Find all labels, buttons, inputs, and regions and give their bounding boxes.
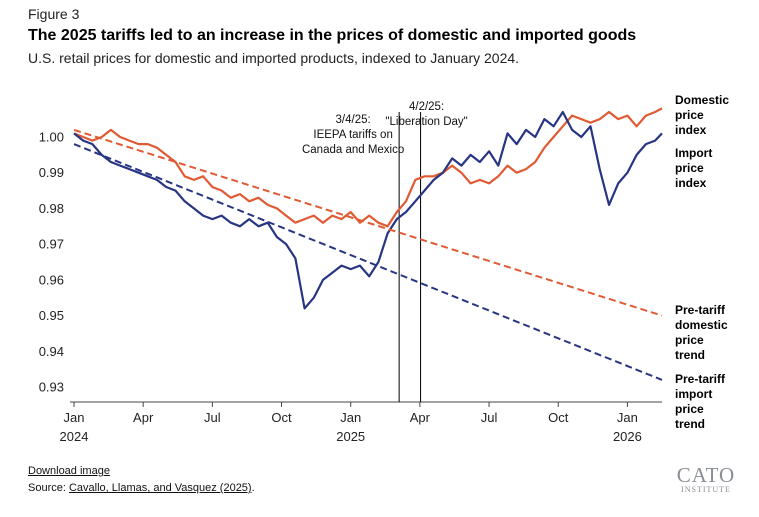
series-label: trend bbox=[675, 417, 705, 431]
source-prefix: Source: bbox=[28, 482, 69, 494]
cato-logo: CATO INSTITUTE bbox=[676, 463, 736, 495]
series-label: index bbox=[675, 123, 707, 137]
y-tick-label: 0.96 bbox=[39, 272, 64, 287]
x-tick-label: Apr bbox=[410, 410, 431, 425]
series-label: index bbox=[675, 176, 707, 190]
series-label: Pre-tariff bbox=[675, 303, 726, 317]
source-link[interactable]: Cavallo, Llamas, and Vasquez (2025) bbox=[68, 482, 252, 494]
series-label: domestic bbox=[675, 318, 728, 332]
series-label: price bbox=[675, 333, 704, 347]
x-tick-year: 2024 bbox=[60, 429, 89, 444]
x-tick-label: Apr bbox=[133, 410, 154, 425]
trend-line bbox=[73, 128, 663, 317]
x-tick-label: Jul bbox=[481, 410, 498, 425]
logo-wordmark: CATO bbox=[676, 463, 736, 487]
chart-title: The 2025 tariffs led to an increase in t… bbox=[28, 27, 637, 44]
y-tick-label: 0.95 bbox=[39, 308, 64, 323]
y-tick-label: 0.98 bbox=[39, 201, 64, 216]
event-annotation: IEEPA tariffs on bbox=[313, 129, 392, 141]
x-tick-year: 2026 bbox=[613, 429, 642, 444]
x-tick-label: Jan bbox=[64, 410, 85, 425]
logo-subtext: INSTITUTE bbox=[681, 485, 731, 494]
x-tick-label: Jul bbox=[204, 410, 221, 425]
series-line bbox=[73, 107, 663, 228]
trend-line bbox=[73, 143, 663, 381]
download-image-link[interactable]: Download image bbox=[28, 465, 110, 477]
x-tick-year: 2025 bbox=[336, 429, 365, 444]
chart-subtitle: U.S. retail prices for domestic and impo… bbox=[28, 50, 520, 66]
series-label: trend bbox=[675, 348, 705, 362]
source-note: Source: Cavallo, Llamas, and Vasquez (20… bbox=[28, 482, 255, 494]
x-tick-label: Jan bbox=[617, 410, 638, 425]
source-suffix: . bbox=[251, 482, 255, 494]
y-tick-label: 0.97 bbox=[39, 237, 64, 252]
series-label: import bbox=[675, 387, 712, 401]
event-annotation: "Liberation Day" bbox=[385, 116, 467, 128]
figure-label: Figure 3 bbox=[28, 6, 80, 22]
y-tick-label: 0.99 bbox=[39, 165, 64, 180]
x-tick-label: Oct bbox=[548, 410, 569, 425]
event-annotation: 4/2/25: bbox=[409, 101, 444, 113]
y-tick-label: 0.93 bbox=[39, 380, 64, 395]
series-label: Import bbox=[675, 146, 712, 160]
series-line bbox=[73, 110, 663, 310]
y-tick-label: 0.94 bbox=[39, 344, 64, 359]
series-label: Domestic bbox=[675, 93, 729, 107]
series-label: price bbox=[675, 108, 704, 122]
x-tick-label: Oct bbox=[271, 410, 292, 425]
y-tick-label: 1.00 bbox=[39, 130, 64, 145]
x-tick-label: Jan bbox=[340, 410, 361, 425]
series-label: price bbox=[675, 402, 704, 416]
series-label: price bbox=[675, 161, 704, 175]
event-annotation: 3/4/25: bbox=[336, 114, 371, 126]
series-label: Pre-tariff bbox=[675, 372, 726, 386]
event-annotation: Canada and Mexico bbox=[302, 144, 404, 156]
